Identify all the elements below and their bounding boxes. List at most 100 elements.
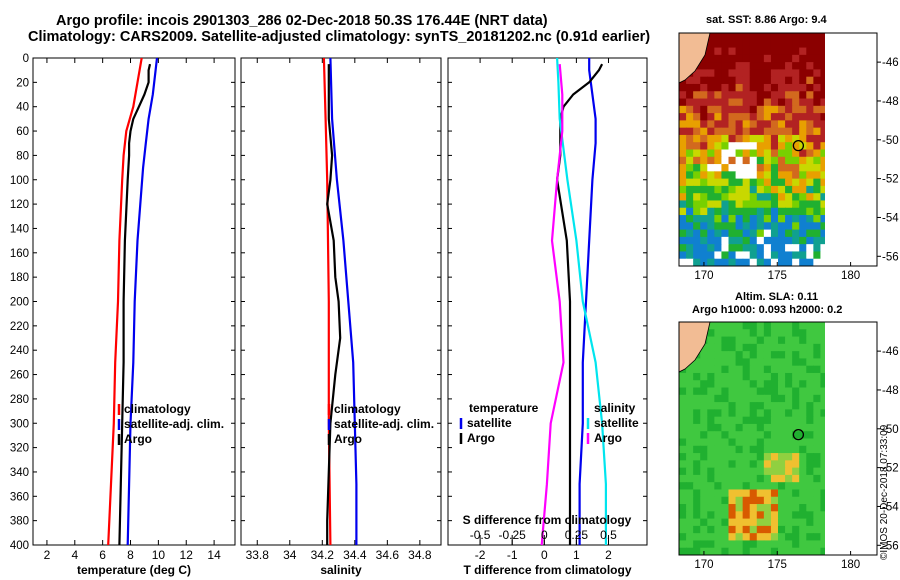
map-cell	[799, 134, 807, 143]
map-cell	[806, 193, 814, 202]
map-y-tick-label: -46	[882, 346, 899, 358]
map-cell	[820, 358, 829, 367]
map-cell	[742, 215, 751, 223]
map-cell	[813, 69, 822, 78]
map-cell	[792, 460, 800, 469]
map-y-tick-label: -48	[882, 385, 899, 397]
map-cell	[770, 365, 779, 374]
y-tick-label: 140	[10, 223, 29, 235]
map-cell	[749, 156, 758, 165]
map-cell	[806, 358, 814, 367]
map-cell	[813, 251, 822, 260]
map-cell	[714, 489, 723, 498]
map-cell	[735, 547, 744, 555]
map-cell	[799, 105, 807, 114]
map-cell	[763, 171, 772, 180]
map-cell	[693, 193, 701, 202]
map-cell	[721, 120, 730, 129]
map-cell	[792, 251, 800, 260]
map-cell	[785, 47, 793, 56]
map-cell	[679, 438, 687, 447]
map-cell	[714, 69, 723, 78]
map-cell	[707, 351, 715, 360]
map-cell	[813, 178, 822, 187]
map-cell	[799, 518, 807, 527]
map-cell	[763, 215, 772, 223]
map-cell	[679, 200, 687, 209]
map-cell	[763, 244, 772, 253]
map-cell	[749, 134, 758, 143]
map-cell	[799, 474, 807, 483]
map-cell	[728, 200, 737, 209]
map-cell	[742, 127, 751, 136]
map-cell	[721, 185, 730, 194]
map-cell	[763, 40, 772, 49]
map-cell	[728, 504, 737, 512]
map-cell	[756, 258, 765, 266]
map-cell	[792, 474, 800, 483]
map-cell	[813, 40, 822, 49]
map-cell	[792, 76, 800, 85]
map-cell	[763, 142, 772, 151]
map-cell	[714, 127, 723, 136]
map-cell	[714, 358, 723, 367]
map-cell	[721, 91, 730, 100]
map-cell	[806, 171, 814, 180]
map-cell	[813, 134, 822, 143]
map-cell	[742, 402, 751, 410]
legend-label: Argo	[594, 431, 622, 445]
map-cell	[742, 40, 751, 49]
map-cell	[770, 343, 779, 352]
map-cell	[792, 423, 800, 432]
figure-title-line-1: Argo profile: incois 2901303_286 02-Dec-…	[56, 13, 548, 29]
map-cell	[763, 358, 772, 367]
map-cell	[763, 453, 772, 461]
map-cell	[806, 365, 814, 374]
map-cell	[707, 164, 715, 172]
map-cell	[799, 69, 807, 78]
map-cell	[799, 525, 807, 534]
map-cell	[714, 200, 723, 209]
map-cell	[707, 120, 715, 129]
map-cell	[749, 47, 758, 56]
map-cell	[679, 142, 687, 151]
map-cell	[728, 511, 737, 520]
map-cell	[714, 402, 723, 410]
map-cell	[721, 525, 730, 534]
map-cell	[721, 62, 730, 71]
map-cell	[700, 185, 708, 194]
map-cell	[770, 394, 779, 403]
map-cell	[820, 474, 829, 483]
y-tick-label: 20	[16, 77, 29, 89]
map-cell	[799, 358, 807, 367]
map-cell	[770, 423, 779, 432]
map-cell	[707, 54, 715, 63]
map-cell	[686, 467, 694, 476]
map-cell	[820, 251, 829, 260]
map-cell	[785, 127, 793, 136]
map-cell	[686, 236, 694, 245]
map-cell	[721, 416, 730, 425]
map-cell	[721, 489, 730, 498]
map-cell	[686, 258, 694, 266]
map-cell	[813, 358, 822, 367]
map-cell	[686, 229, 694, 238]
map-cell	[799, 387, 807, 396]
argo-position-marker	[792, 428, 805, 441]
map-cell	[742, 460, 751, 469]
map-cell	[756, 438, 765, 447]
map-cell	[693, 438, 701, 447]
x-axis-label: T difference from climatology	[463, 563, 631, 577]
series-line-s-satellite	[556, 57, 608, 545]
map-cell	[785, 445, 793, 454]
map-cell	[813, 416, 822, 425]
map-cell	[721, 171, 730, 180]
map-cell	[749, 178, 758, 187]
x-tick-label: 8	[127, 548, 134, 562]
map-cell	[756, 54, 765, 63]
map-cell	[721, 200, 730, 209]
map-cell	[785, 185, 793, 194]
map-cell	[778, 47, 786, 56]
map-cell	[714, 453, 723, 461]
map-cell	[735, 83, 744, 92]
